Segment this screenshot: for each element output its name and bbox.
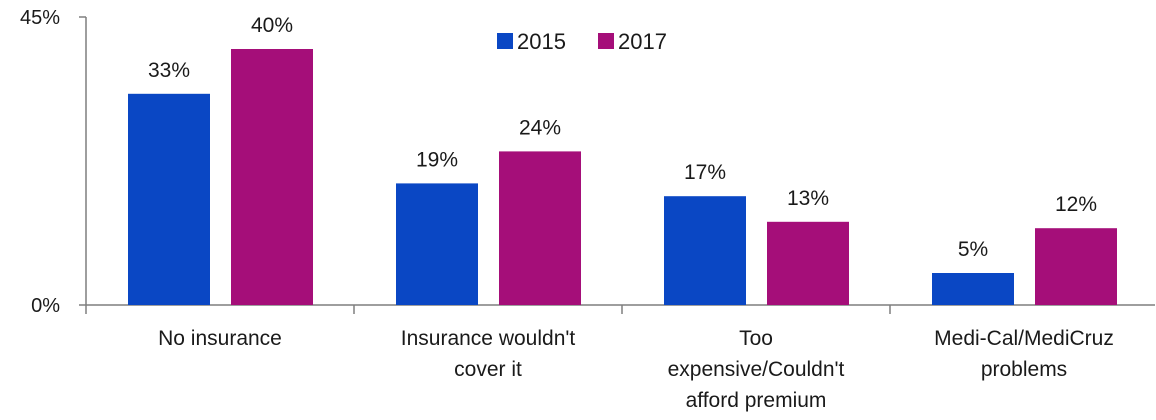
data-label-2015-1: 19% [416, 148, 458, 171]
bar-2015-1 [396, 183, 478, 305]
bar-2017-1 [499, 151, 581, 305]
bars [128, 49, 1117, 305]
bar-2015-0 [128, 93, 210, 305]
category-label-3: Medi-Cal/MediCruz problems [934, 327, 1114, 381]
bar-2015-2 [664, 196, 746, 305]
data-label-2017-0: 40% [251, 14, 293, 37]
data-label-2017-2: 13% [787, 187, 829, 210]
category-label-line: No insurance [158, 327, 282, 350]
data-label-2015-2: 17% [684, 161, 726, 184]
data-labels: 33% 19% 17% 5% 40% 24% 13% 12% [148, 14, 1097, 261]
category-label-1: Insurance wouldn't cover it [401, 327, 576, 381]
category-label-line: Medi-Cal/MediCruz [934, 327, 1114, 350]
category-label-line: cover it [454, 358, 522, 381]
bar-2017-2 [767, 221, 849, 305]
category-label-line: afford premium [686, 389, 827, 412]
category-label-line: problems [981, 358, 1067, 381]
bar-2015-3 [932, 273, 1014, 305]
y-tick-label-0: 0% [31, 295, 60, 317]
bar-2017-0 [231, 49, 313, 305]
data-label-2017-1: 24% [519, 116, 561, 139]
category-label-line: expensive/Couldn't [668, 358, 845, 381]
legend: 2015 2017 [497, 29, 667, 54]
legend-swatch-2017 [598, 33, 614, 49]
bar-2017-3 [1035, 228, 1117, 305]
category-label-2: Too expensive/Couldn't afford premium [668, 327, 845, 412]
data-label-2015-3: 5% [958, 238, 988, 261]
data-label-2017-3: 12% [1055, 193, 1097, 216]
y-tick-label-1: 45% [20, 7, 60, 29]
legend-label-2017: 2017 [618, 29, 667, 54]
data-label-2015-0: 33% [148, 59, 190, 82]
category-labels: No insurance Insurance wouldn't cover it To… [158, 327, 1114, 412]
legend-label-2015: 2015 [517, 29, 566, 54]
category-label-0: No insurance [158, 327, 282, 350]
legend-swatch-2015 [497, 33, 513, 49]
category-label-line: Insurance wouldn't [401, 327, 576, 350]
category-label-line: Too [739, 327, 773, 350]
